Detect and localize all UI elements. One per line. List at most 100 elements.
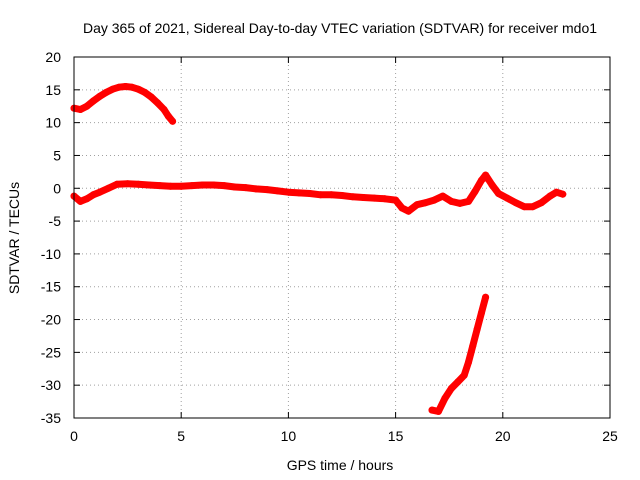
data-point xyxy=(392,196,400,204)
x-tick-label: 15 xyxy=(388,428,404,444)
data-point xyxy=(252,185,260,193)
y-axis-label: SDTVAR / TECUs xyxy=(6,182,22,294)
grid-lines xyxy=(74,57,610,418)
data-point xyxy=(104,184,112,192)
data-point xyxy=(284,188,292,196)
data-point xyxy=(482,293,490,301)
tick-labels: 0 5 10 15 20 25 20 15 10 5 0 -5 -10 -15 -20 -25 -30 -35 xyxy=(41,49,618,444)
data-point xyxy=(456,199,464,207)
data-point xyxy=(327,191,335,199)
data-point xyxy=(141,88,149,96)
series-line xyxy=(428,293,490,415)
data-point xyxy=(465,358,472,366)
data-point xyxy=(529,203,537,211)
y-tick-label: 5 xyxy=(53,147,61,163)
data-point xyxy=(537,199,545,207)
data-point xyxy=(164,112,172,120)
data-point xyxy=(113,180,121,188)
data-point xyxy=(359,194,367,201)
data-point xyxy=(209,181,217,189)
data-point xyxy=(495,190,502,197)
data-point xyxy=(349,193,357,201)
data-point xyxy=(477,309,485,317)
data-point xyxy=(156,182,164,190)
data-point xyxy=(169,117,177,125)
series-arc-3 xyxy=(428,293,490,415)
data-point xyxy=(435,407,442,415)
data-point xyxy=(381,195,389,203)
x-tick-label: 5 xyxy=(177,428,185,444)
data-point xyxy=(231,183,239,191)
data-point xyxy=(488,181,496,189)
data-point xyxy=(96,92,104,100)
y-tick-label: 15 xyxy=(45,82,61,98)
y-tick-label: -35 xyxy=(41,410,61,426)
axis-ticks xyxy=(73,56,611,419)
data-point xyxy=(447,385,455,392)
data-point xyxy=(428,406,436,414)
data-point xyxy=(76,106,84,113)
data-point xyxy=(134,180,142,188)
data-point xyxy=(177,182,185,190)
data-point xyxy=(89,191,97,199)
data-point xyxy=(242,184,249,192)
data-point xyxy=(405,207,412,215)
chart-title: Day 365 of 2021, Sidereal Day-to-day VTE… xyxy=(83,20,597,36)
data-point xyxy=(188,182,196,190)
data-point xyxy=(306,190,314,197)
data-point xyxy=(546,192,554,200)
y-tick-label: -20 xyxy=(41,312,61,328)
data-point xyxy=(89,97,97,105)
y-tick-label: 20 xyxy=(45,49,61,65)
data-point xyxy=(512,199,520,207)
x-tick-label: 25 xyxy=(602,428,618,444)
x-axis-label: GPS time / hours xyxy=(287,457,394,473)
data-point xyxy=(102,88,110,96)
series-arc-2 xyxy=(70,171,567,215)
data-point xyxy=(447,197,455,205)
data-point xyxy=(317,191,325,199)
data-point xyxy=(370,194,378,202)
y-tick-label: -15 xyxy=(41,279,61,295)
data-point xyxy=(160,106,168,113)
data-point xyxy=(471,188,479,196)
y-tick-label: -10 xyxy=(41,246,61,262)
data-point xyxy=(124,180,132,188)
data-point xyxy=(128,83,136,91)
data-point xyxy=(83,195,91,203)
data-point xyxy=(76,197,84,205)
data-point xyxy=(477,176,485,184)
data-point xyxy=(167,182,174,190)
x-tick-label: 10 xyxy=(281,428,297,444)
data-point xyxy=(83,102,91,110)
data-point xyxy=(263,186,271,194)
data-point xyxy=(465,197,472,205)
data-point xyxy=(96,188,104,196)
data-point xyxy=(482,171,490,179)
series-arc-1 xyxy=(70,83,177,125)
data-point xyxy=(439,192,447,200)
y-tick-label: -30 xyxy=(41,377,61,393)
y-tick-label: -25 xyxy=(41,344,61,360)
data-point xyxy=(274,187,282,195)
data-point xyxy=(520,203,528,211)
data-point xyxy=(398,204,406,212)
data-point xyxy=(145,181,153,189)
x-tick-label: 20 xyxy=(495,428,511,444)
data-point xyxy=(295,189,303,197)
data-point xyxy=(220,182,228,190)
y-tick-label: -5 xyxy=(49,213,62,229)
plot-frame xyxy=(73,56,611,419)
data-point xyxy=(122,83,129,90)
data-point xyxy=(147,93,155,101)
data-point xyxy=(473,325,481,333)
data-point xyxy=(154,99,162,107)
y-tick-label: 10 xyxy=(45,115,61,131)
data-point xyxy=(115,83,123,91)
data-point xyxy=(441,394,449,402)
data-point xyxy=(134,85,142,93)
data-point xyxy=(109,85,117,93)
data-point xyxy=(552,188,560,196)
data-point xyxy=(559,190,567,198)
